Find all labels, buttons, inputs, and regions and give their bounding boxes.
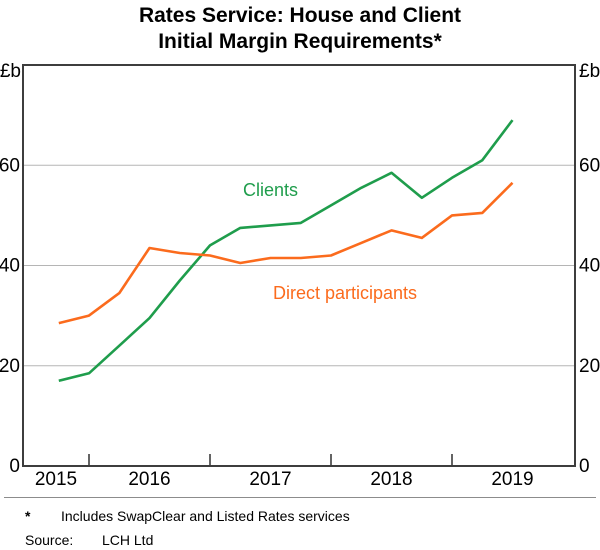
footnote-text: Includes SwapClear and Listed Rates serv… — [61, 508, 350, 524]
x-year-label-2017: 2017 — [249, 469, 291, 490]
chart-title: Rates Service: House and Client Initial … — [0, 3, 600, 55]
y-tick-label-right-40: 40 — [579, 256, 600, 277]
clients-line — [58, 119, 514, 383]
plot-frame — [22, 64, 576, 467]
plot-area: 0 0 20 20 40 40 60 60 £b £b 2015 2016 2017 2018 2019 — [0, 61, 600, 490]
x-year-label-2015: 2015 — [35, 469, 77, 490]
direct-participants-series-label: Direct participants — [273, 283, 418, 303]
y-tick-label-right-0: 0 — [579, 456, 590, 477]
source-label: Source: — [25, 532, 74, 548]
x-year-label-2018: 2018 — [370, 469, 412, 490]
x-year-label-2019: 2019 — [491, 469, 533, 490]
y-tick-label-right-20: 20 — [579, 356, 600, 377]
source-value: LCH Ltd — [102, 532, 154, 548]
x-year-label-2016: 2016 — [128, 469, 170, 490]
y-tick-label-left-60: 60 — [0, 155, 20, 176]
footnote-divider — [4, 497, 596, 498]
y-tick-label-left-40: 40 — [0, 256, 20, 277]
y-tick-label-left-0: 0 — [9, 456, 20, 477]
chart-title-line1: Rates Service: House and Client — [138, 4, 462, 27]
direct-participants-line — [58, 181, 514, 325]
clients-series-label: Clients — [243, 180, 299, 200]
footnote-marker: * — [25, 508, 31, 524]
y-tick-label-left-20: 20 — [0, 356, 20, 377]
y-axis-unit-right: £b — [579, 61, 600, 82]
y-tick-label-right-60: 60 — [579, 155, 600, 176]
y-axis-unit-left: £b — [0, 61, 21, 82]
chart-title-line2: Initial Margin Requirements* — [158, 30, 442, 53]
